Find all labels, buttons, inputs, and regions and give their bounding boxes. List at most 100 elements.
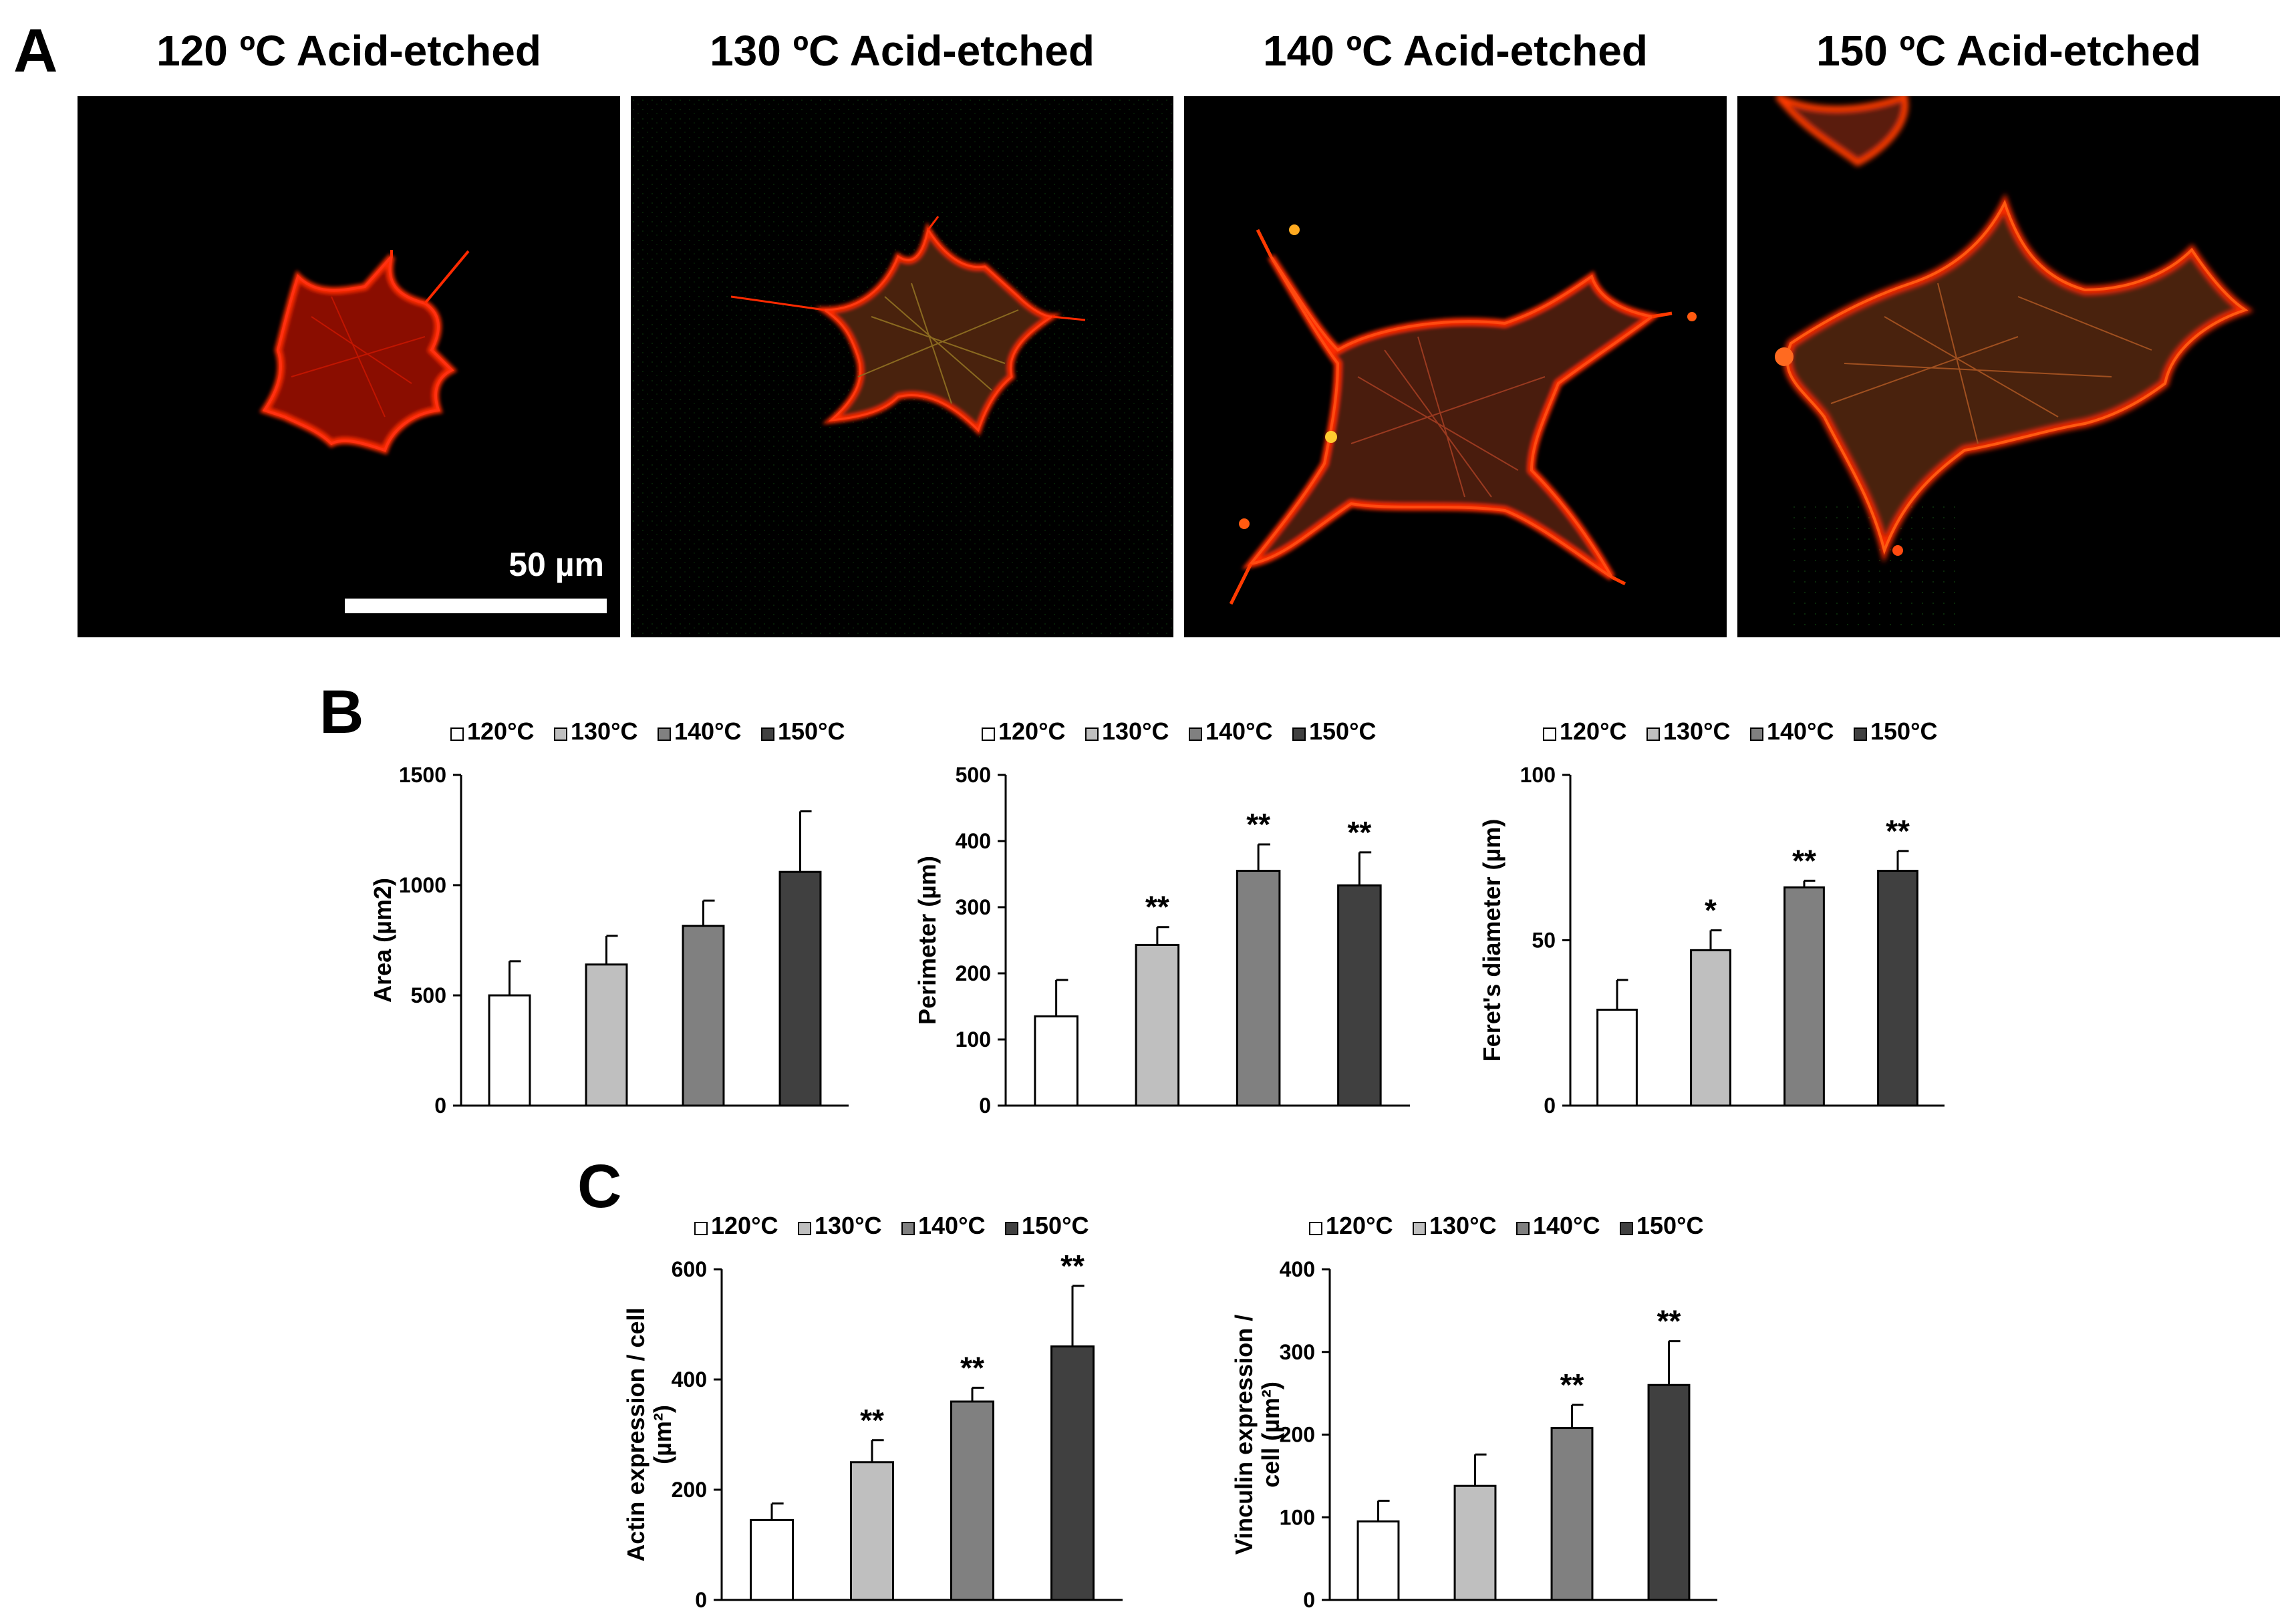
chart-ferets-diameter: 120°C 130°C 140°C 150°C 0 50 100 Feret's diamet… — [1478, 717, 1945, 1118]
legend-label-0: 120°C — [1560, 717, 1626, 745]
y-axis-label: Area (µm2) — [369, 878, 396, 1003]
legend-swatch-0 — [1309, 1222, 1322, 1235]
significance-1: ** — [1145, 890, 1169, 925]
bar-2 — [1236, 870, 1281, 1107]
panel-letter-a: A — [13, 17, 58, 85]
legend-swatch-2 — [1189, 727, 1202, 741]
legend-label-1: 130°C — [815, 1212, 881, 1239]
micrograph-title-130: 130 ºC Acid-etched — [710, 27, 1095, 75]
chart-area: 120°C 130°C 140°C 150°C 0 500 1000 1500 Area (µm… — [369, 717, 849, 1118]
legend-label-2: 140°C — [1533, 1212, 1600, 1239]
y-axis-label: Actin expression / cell(µm²) — [622, 1307, 676, 1561]
y-axis-label: Vinculin expression /cell (µm²) — [1230, 1315, 1284, 1555]
bar-1 — [1690, 949, 1731, 1107]
legend-swatch-1 — [798, 1222, 811, 1235]
bar-2 — [682, 925, 725, 1107]
y-tick-label-1: 100 — [956, 1027, 991, 1051]
chart-vinculin-expression: 120°C 130°C 140°C 150°C 0 100 200 300 400 Vinculi… — [1230, 1212, 1717, 1612]
legend-label-0: 120°C — [467, 717, 534, 745]
legend-swatch-3 — [1005, 1222, 1018, 1235]
y-tick-label-4: 400 — [956, 829, 991, 853]
legend-label-2: 140°C — [918, 1212, 985, 1239]
legend-label-0: 120°C — [711, 1212, 778, 1239]
bar-0 — [1356, 1520, 1400, 1601]
y-tick-label-1: 200 — [672, 1478, 707, 1502]
y-tick-label-2: 1000 — [399, 873, 446, 897]
y-tick-label-2: 200 — [1280, 1423, 1315, 1447]
cell-150-image — [1775, 96, 2254, 631]
legend-swatch-1 — [1646, 727, 1660, 741]
y-tick-label-3: 300 — [956, 895, 991, 919]
chart-actin-expression: 120°C 130°C 140°C 150°C 0 200 400 600 Actin expr… — [622, 1212, 1123, 1612]
legend-label-3: 150°C — [1309, 717, 1376, 745]
panel-letter-b: B — [319, 678, 364, 746]
y-tick-label-0: 0 — [695, 1588, 707, 1612]
legend-label-0: 120°C — [998, 717, 1065, 745]
y-tick-label-1: 100 — [1280, 1505, 1315, 1529]
legend-label-3: 150°C — [1636, 1212, 1703, 1239]
legend-swatch-2 — [1750, 727, 1763, 741]
legend-swatch-1 — [1413, 1222, 1426, 1235]
bar-2 — [1783, 886, 1825, 1107]
y-tick-label-1: 500 — [411, 983, 446, 1007]
bar-2 — [950, 1400, 994, 1601]
bar-1 — [850, 1461, 894, 1601]
bar-1 — [1453, 1484, 1497, 1601]
legend-label-2: 140°C — [1205, 717, 1272, 745]
y-tick-label-3: 1500 — [399, 763, 446, 787]
micrograph-title-120: 120 ºC Acid-etched — [156, 27, 541, 75]
bar-3 — [1647, 1384, 1691, 1601]
legend-swatch-0 — [1543, 727, 1556, 741]
legend-swatch-2 — [658, 727, 671, 741]
y-tick-label-2: 400 — [672, 1367, 707, 1392]
cell-130-image — [631, 96, 1173, 637]
bar-1 — [585, 963, 628, 1107]
significance-1: * — [1705, 893, 1717, 928]
y-tick-label-5: 500 — [956, 763, 991, 787]
legend-label-3: 150°C — [1022, 1212, 1089, 1239]
legend-label-2: 140°C — [1767, 717, 1834, 745]
significance-2: ** — [1246, 807, 1270, 842]
cell-120-image — [259, 250, 470, 455]
y-tick-label-2: 100 — [1520, 763, 1556, 787]
y-tick-label-0: 0 — [434, 1094, 446, 1118]
legend-label-0: 120°C — [1326, 1212, 1393, 1239]
legend-label-3: 150°C — [778, 717, 845, 745]
bar-0 — [750, 1518, 794, 1601]
legend-label-2: 140°C — [674, 717, 741, 745]
y-tick-label-3: 300 — [1280, 1340, 1315, 1364]
cell-140-image — [1229, 224, 1697, 605]
y-tick-label-1: 50 — [1532, 929, 1556, 953]
scale-bar — [345, 599, 607, 613]
legend-swatch-1 — [1085, 727, 1099, 741]
legend-swatch-3 — [1620, 1222, 1633, 1235]
legend-label-1: 130°C — [1429, 1212, 1496, 1239]
chart-perimeter: 120°C 130°C 140°C 150°C 0 100 200 300 400 500 Peri… — [913, 717, 1410, 1118]
y-tick-label-3: 600 — [672, 1257, 707, 1281]
bar-2 — [1550, 1427, 1594, 1601]
legend-label-1: 130°C — [1102, 717, 1169, 745]
micrograph-130 — [631, 96, 1173, 637]
significance-2: ** — [1792, 843, 1816, 878]
y-axis-label: Feret's diameter (µm) — [1478, 819, 1505, 1062]
scale-bar-label: 50 µm — [509, 546, 604, 583]
legend-label-1: 130°C — [1663, 717, 1730, 745]
significance-2: ** — [1560, 1367, 1584, 1402]
significance-1: ** — [860, 1403, 884, 1438]
bar-3 — [1337, 884, 1382, 1107]
significance-3: ** — [1347, 815, 1371, 850]
legend-swatch-0 — [450, 727, 464, 741]
significance-3: ** — [1060, 1249, 1085, 1283]
panel-letter-c: C — [577, 1152, 622, 1221]
bar-3 — [1877, 870, 1918, 1107]
bar-0 — [1596, 1008, 1638, 1107]
micrograph-140 — [1184, 96, 1727, 637]
bar-0 — [1034, 1015, 1079, 1107]
significance-2: ** — [960, 1350, 984, 1385]
bar-3 — [1050, 1345, 1095, 1601]
y-tick-label-0: 0 — [1544, 1094, 1556, 1118]
legend-swatch-2 — [1516, 1222, 1530, 1235]
legend-swatch-0 — [982, 727, 995, 741]
y-tick-label-0: 0 — [979, 1094, 991, 1118]
legend-swatch-1 — [554, 727, 567, 741]
